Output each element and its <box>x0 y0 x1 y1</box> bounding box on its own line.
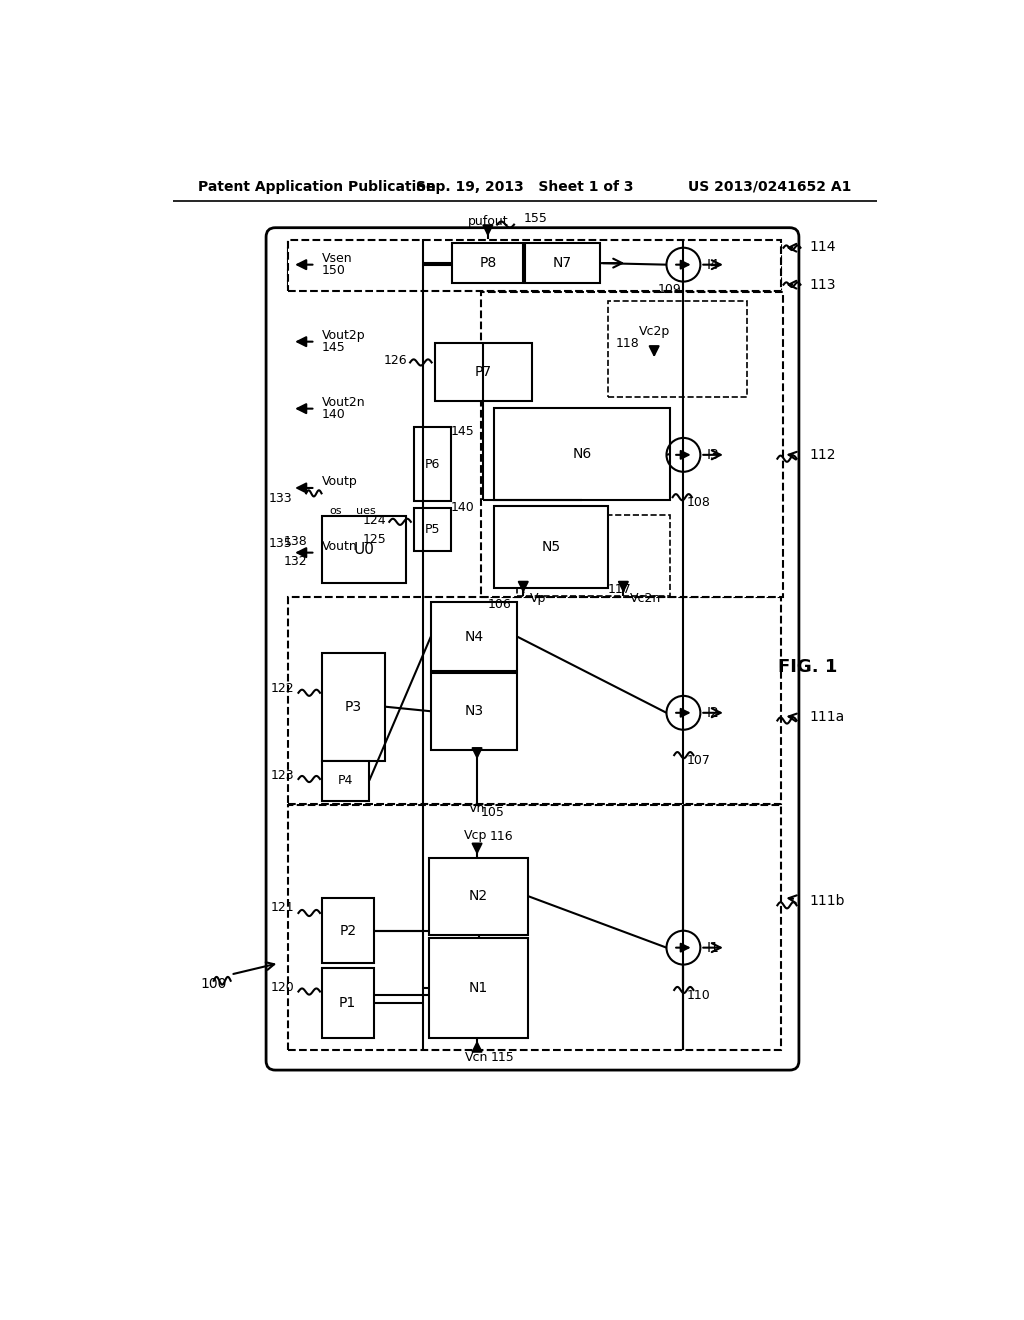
Bar <box>494 507 608 589</box>
FancyBboxPatch shape <box>266 227 799 1071</box>
Bar <box>322 969 374 1038</box>
Text: 114: 114 <box>810 240 837 253</box>
Text: Patent Application Publication: Patent Application Publication <box>199 180 436 194</box>
Bar <box>431 602 517 671</box>
Text: Vcp: Vcp <box>464 829 487 842</box>
Text: 138: 138 <box>284 536 307 548</box>
Bar <box>289 240 781 290</box>
Bar <box>289 242 781 289</box>
Text: I2: I2 <box>707 706 719 719</box>
Text: pufout: pufout <box>468 215 508 228</box>
Text: 135: 135 <box>268 537 292 550</box>
Bar <box>322 760 370 800</box>
Text: FIG. 1: FIG. 1 <box>778 657 838 676</box>
Text: P2: P2 <box>339 924 356 937</box>
Text: 120: 120 <box>270 981 295 994</box>
Text: P6: P6 <box>425 458 440 471</box>
Bar <box>517 515 670 595</box>
Text: 105: 105 <box>481 807 505 820</box>
Text: N3: N3 <box>465 705 483 718</box>
Text: 140: 140 <box>322 408 345 421</box>
Text: 125: 125 <box>362 533 386 546</box>
Text: 116: 116 <box>489 829 513 842</box>
Bar <box>289 597 781 804</box>
Bar <box>429 937 528 1038</box>
Text: 111a: 111a <box>810 710 845 723</box>
Bar <box>453 243 523 284</box>
Text: Vp: Vp <box>529 593 546 606</box>
Bar <box>481 293 782 598</box>
Text: os: os <box>329 506 342 516</box>
Text: P7: P7 <box>475 366 492 379</box>
Text: N7: N7 <box>553 256 572 271</box>
Text: P1: P1 <box>339 997 356 1010</box>
Bar <box>414 508 451 552</box>
Text: N4: N4 <box>465 630 483 644</box>
Text: 122: 122 <box>271 682 295 696</box>
Text: ues: ues <box>356 506 376 516</box>
Text: 155: 155 <box>523 213 547 224</box>
Text: 117: 117 <box>607 583 631 597</box>
Text: Vc2p: Vc2p <box>639 325 670 338</box>
Text: Vout2p: Vout2p <box>322 329 366 342</box>
Bar <box>322 898 374 964</box>
Text: N1: N1 <box>469 981 488 995</box>
Text: Vn: Vn <box>469 801 485 814</box>
Bar <box>289 805 781 1051</box>
Text: 123: 123 <box>271 770 295 783</box>
Text: Sep. 19, 2013   Sheet 1 of 3: Sep. 19, 2013 Sheet 1 of 3 <box>416 180 634 194</box>
Text: Vc2n: Vc2n <box>630 593 660 606</box>
Text: 150: 150 <box>322 264 345 277</box>
Text: Vout2n: Vout2n <box>322 396 366 409</box>
Text: I4: I4 <box>707 257 719 272</box>
Text: 113: 113 <box>810 279 837 293</box>
Bar <box>524 243 600 284</box>
Text: P5: P5 <box>425 523 440 536</box>
Bar <box>494 408 670 500</box>
Text: 145: 145 <box>322 342 345 354</box>
Text: 126: 126 <box>383 354 407 367</box>
Bar <box>429 858 528 935</box>
Text: US 2013/0241652 A1: US 2013/0241652 A1 <box>688 180 851 194</box>
Bar <box>322 653 385 760</box>
Text: Vsen: Vsen <box>322 252 352 265</box>
Text: P3: P3 <box>344 700 361 714</box>
Text: 100: 100 <box>201 977 227 991</box>
Text: P8: P8 <box>479 256 497 271</box>
Text: Vcn: Vcn <box>465 1051 488 1064</box>
Text: N6: N6 <box>572 447 592 461</box>
Text: 111b: 111b <box>810 895 845 908</box>
Text: 132: 132 <box>284 554 307 568</box>
Text: N5: N5 <box>542 540 560 554</box>
Text: 110: 110 <box>687 989 711 1002</box>
Text: I3: I3 <box>707 447 719 462</box>
Text: 124: 124 <box>362 513 386 527</box>
Bar <box>608 301 746 397</box>
Text: I1: I1 <box>707 941 720 954</box>
Text: 145: 145 <box>451 425 475 438</box>
Text: 133: 133 <box>268 492 292 506</box>
Text: Voutp: Voutp <box>322 475 357 488</box>
Text: 112: 112 <box>810 447 837 462</box>
Bar <box>322 516 407 583</box>
Text: 109: 109 <box>657 282 681 296</box>
Text: 115: 115 <box>490 1051 515 1064</box>
Text: 106: 106 <box>488 598 512 611</box>
Text: U0: U0 <box>353 543 375 557</box>
Text: 118: 118 <box>615 337 639 350</box>
Text: 140: 140 <box>451 502 475 515</box>
Bar <box>414 428 451 502</box>
Text: 121: 121 <box>271 902 295 915</box>
Text: Voutn: Voutn <box>322 540 357 553</box>
Text: 108: 108 <box>687 496 711 510</box>
Text: P4: P4 <box>338 774 353 787</box>
Text: 107: 107 <box>687 754 711 767</box>
Text: N2: N2 <box>469 890 488 903</box>
Bar <box>435 343 531 401</box>
Bar <box>431 673 517 750</box>
